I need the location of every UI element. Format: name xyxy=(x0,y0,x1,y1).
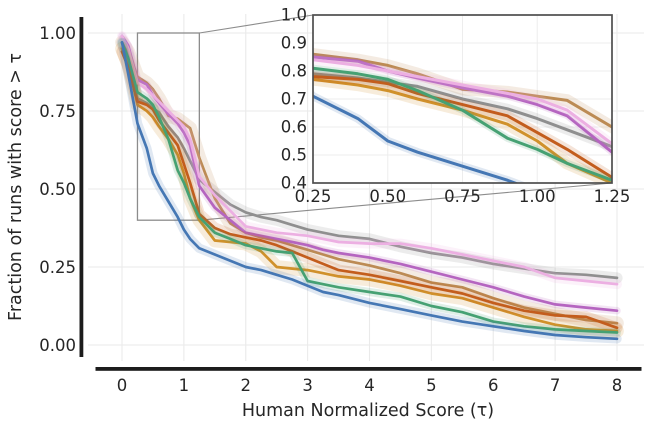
y-axis-spine xyxy=(79,17,84,357)
inset-x-tick-label: 1.25 xyxy=(594,187,631,206)
inset-curve-green xyxy=(313,66,612,182)
x-tick-label: 0 xyxy=(117,376,128,395)
axes-spines xyxy=(79,17,642,371)
inset-y-tick-label: 0.6 xyxy=(281,118,307,137)
inset-panel xyxy=(312,14,613,184)
curve-pink xyxy=(120,34,619,286)
x-tick-label: 7 xyxy=(550,376,561,395)
curve-dark-orange xyxy=(120,50,619,330)
inset-curve-blue xyxy=(313,94,520,183)
x-axis-spine xyxy=(95,367,642,371)
y-tick-label: 0.00 xyxy=(39,336,76,355)
inset-y-tick-label: 0.4 xyxy=(281,174,307,193)
zoom-connector-top xyxy=(199,14,314,34)
inset-y-tick-label: 0.5 xyxy=(281,146,307,165)
inset-curve-tan xyxy=(313,52,612,129)
y-tick-label: 0.25 xyxy=(39,258,76,277)
inset-frame xyxy=(312,14,613,184)
inset-x-tick-label: 1.00 xyxy=(519,187,556,206)
x-tick-label: 2 xyxy=(241,376,252,395)
curve-tan xyxy=(120,41,619,325)
inset-y-tick-label: 0.9 xyxy=(281,34,307,53)
inset-x-tick-label: 0.50 xyxy=(369,187,406,206)
inset-y-tick-label: 0.8 xyxy=(281,62,307,81)
x-tick-label: 1 xyxy=(179,376,190,395)
inset-curves xyxy=(313,47,612,183)
x-tick-label: 5 xyxy=(426,376,437,395)
inset-curve-pink xyxy=(313,57,612,146)
y-tick-label: 1.00 xyxy=(39,24,76,43)
x-axis-label: Human Normalized Score (τ) xyxy=(242,401,494,421)
inset-y-tick-label: 0.7 xyxy=(281,90,307,109)
inset-curve-gray xyxy=(313,71,612,149)
x-tick-label: 3 xyxy=(302,376,313,395)
x-tick-label: 4 xyxy=(364,376,375,395)
x-tick-label: 6 xyxy=(488,376,499,395)
inset-curve-amber xyxy=(313,77,612,183)
inset-curve-dark-orange xyxy=(313,74,612,179)
main-curves xyxy=(115,31,624,344)
y-tick-label: 0.75 xyxy=(39,102,76,121)
tick-labels: 0 1 2 3 4 5 6 7 8 0.00 0.25 0.50 0.75 1.00 0.25 0.50 0.7… xyxy=(39,6,630,396)
inset-y-tick-label: 1.0 xyxy=(281,6,307,25)
inset-x-tick-label: 0.75 xyxy=(444,187,481,206)
curve-blue xyxy=(120,41,619,341)
y-tick-label: 0.50 xyxy=(39,180,76,199)
y-axis-label: Fraction of runs with score > τ xyxy=(6,53,26,321)
curve-amber xyxy=(120,47,619,333)
x-tick-label: 8 xyxy=(612,376,623,395)
curve-green xyxy=(120,41,619,334)
inset-x-tick-label: 0.25 xyxy=(295,187,332,206)
zoom-connector-bottom xyxy=(199,182,613,221)
